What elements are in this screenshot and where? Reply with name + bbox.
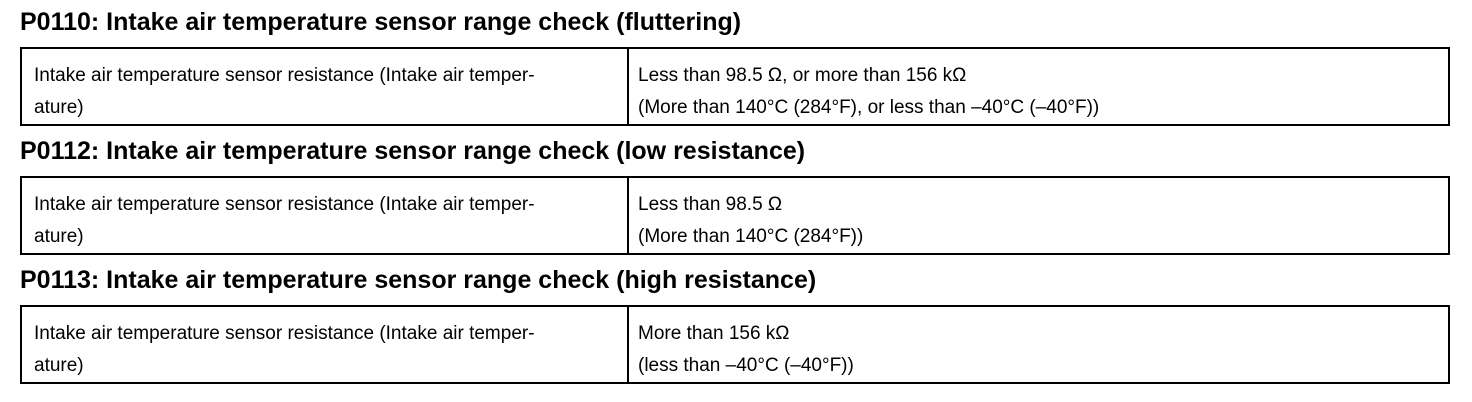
- cell-text: More than 156 kΩ: [638, 323, 790, 344]
- table-cell: Intake air temperature sensor resistance…: [22, 49, 629, 124]
- table-cell: Intake air temperature sensor resistance…: [22, 178, 629, 253]
- table-cell: Less than 98.5 Ω (More than 140°C (284°F)…: [629, 178, 1448, 253]
- cell-text: ature): [34, 97, 84, 118]
- cell-text: (More than 140°C (284°F), or less than –…: [638, 97, 1100, 118]
- section: P0112: Intake air temperature sensor ran…: [0, 129, 1472, 258]
- table-cell: More than 156 kΩ (less than –40°C (–40°F)…: [629, 307, 1448, 382]
- cell-text: Less than 98.5 Ω, or more than 156 kΩ: [638, 65, 967, 86]
- cell-text: Less than 98.5 Ω: [638, 194, 783, 215]
- table-row: Intake air temperature sensor resistance…: [20, 176, 1450, 255]
- table-cell: Intake air temperature sensor resistance…: [22, 307, 629, 382]
- section-heading: P0113: Intake air temperature sensor ran…: [20, 266, 817, 294]
- section: P0113: Intake air temperature sensor ran…: [0, 258, 1472, 387]
- cell-text: (less than –40°C (–40°F)): [638, 355, 854, 376]
- cell-text: (More than 140°C (284°F)): [638, 226, 864, 247]
- cell-text: Intake air temperature sensor resistance…: [34, 323, 535, 344]
- section-heading: P0110: Intake air temperature sensor ran…: [20, 8, 742, 36]
- cell-text: Intake air temperature sensor resistance…: [34, 65, 535, 86]
- cell-text: ature): [34, 355, 84, 376]
- cell-text: ature): [34, 226, 84, 247]
- section-heading: P0112: Intake air temperature sensor ran…: [20, 137, 806, 165]
- table-row: Intake air temperature sensor resistance…: [20, 305, 1450, 384]
- table-row: Intake air temperature sensor resistance…: [20, 47, 1450, 126]
- cell-text: Intake air temperature sensor resistance…: [34, 194, 535, 215]
- section: P0110: Intake air temperature sensor ran…: [0, 0, 1472, 129]
- table-cell: Less than 98.5 Ω, or more than 156 kΩ (Mo…: [629, 49, 1448, 124]
